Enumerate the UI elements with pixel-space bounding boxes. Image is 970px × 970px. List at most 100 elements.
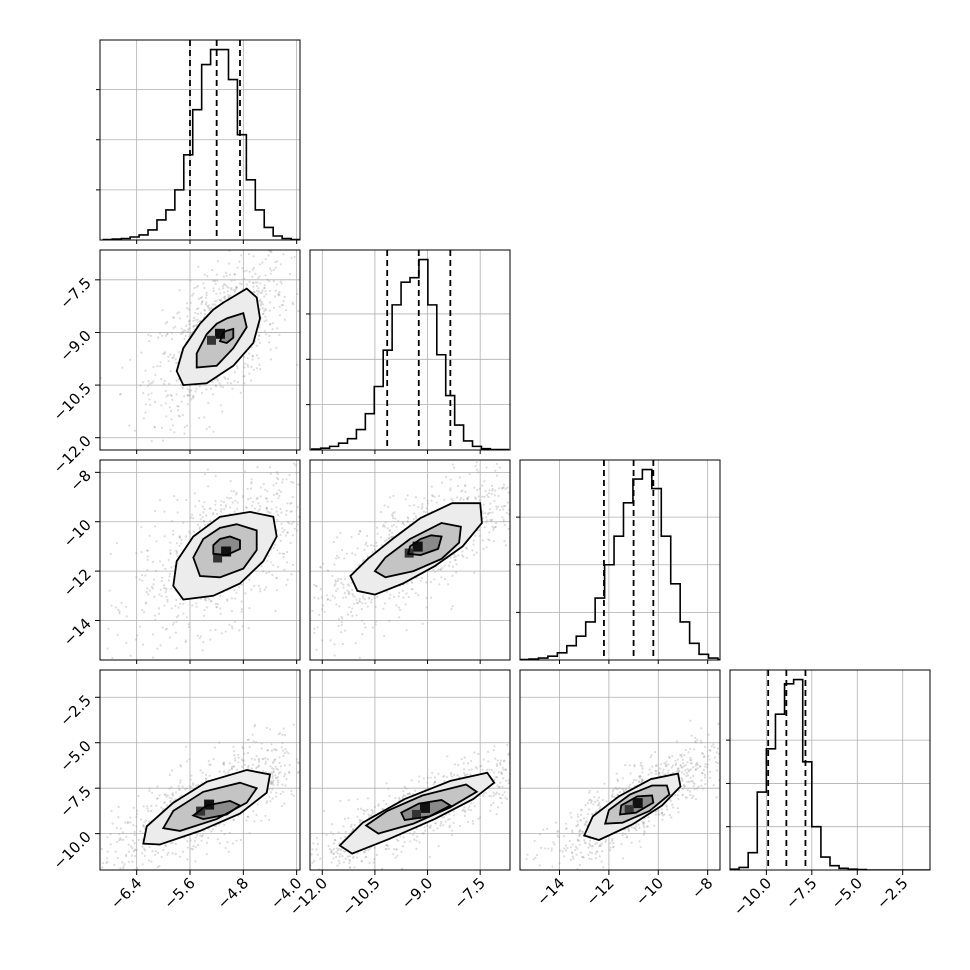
- scatter-point: [170, 786, 173, 789]
- histogram-frame: [309, 249, 511, 451]
- scatter-point: [293, 255, 296, 259]
- scatter-point: [276, 327, 279, 330]
- scatter-point: [208, 307, 211, 310]
- scatter-point: [358, 529, 362, 533]
- scatter-point: [242, 759, 245, 763]
- scatter-point: [512, 497, 514, 499]
- scatter-point: [178, 536, 181, 539]
- scatter-point: [202, 520, 205, 523]
- scatter-point: [363, 598, 366, 601]
- scatter-point: [196, 834, 199, 837]
- scatter-point: [533, 470, 535, 472]
- scatter-point: [592, 708, 594, 710]
- scatter-point: [233, 750, 236, 753]
- scatter-point: [333, 839, 337, 842]
- scatter-point: [571, 852, 574, 855]
- scatter-point: [144, 849, 147, 852]
- scatter-point: [219, 299, 222, 302]
- scatter-point: [500, 771, 503, 774]
- scatter-point: [388, 597, 391, 600]
- scatter-point: [574, 848, 577, 852]
- scatter-point: [494, 469, 497, 472]
- scatter-point: [163, 379, 166, 382]
- scatter-point: [125, 641, 128, 645]
- contour-level-2: [400, 799, 453, 821]
- scatter-point: [362, 596, 365, 599]
- scatter-point: [233, 620, 236, 624]
- histogram-panel-1: [306, 249, 511, 451]
- scatter-point: [208, 308, 211, 311]
- scatter-point: [333, 884, 335, 886]
- scatter-point: [326, 597, 329, 601]
- scatter-point: [211, 381, 214, 384]
- scatter-point: [315, 836, 318, 840]
- scatter-point: [468, 768, 471, 771]
- scatter-point: [307, 508, 309, 510]
- scatter-point: [244, 362, 247, 365]
- scatter-point: [364, 849, 367, 852]
- scatter-point: [268, 341, 271, 344]
- scatter-point: [462, 808, 465, 811]
- scatter-point: [261, 870, 263, 872]
- scatter-point: [481, 495, 484, 498]
- scatter-point: [133, 849, 136, 852]
- scatter-point: [452, 466, 456, 469]
- scatter-point: [406, 520, 409, 523]
- scatter-point: [374, 605, 377, 609]
- scatter-point: [140, 526, 143, 529]
- scatter-point: [230, 490, 233, 493]
- scatter-point: [390, 536, 393, 539]
- scatter-point: [302, 254, 304, 256]
- scatter-point: [426, 786, 429, 789]
- scatter-point: [358, 599, 361, 603]
- scatter-point: [167, 355, 170, 358]
- scatter-point: [241, 241, 243, 243]
- scatter-point: [333, 563, 336, 566]
- scatter-point: [123, 863, 126, 866]
- scatter-point: [305, 526, 307, 528]
- scatter-point: [174, 631, 177, 634]
- scatter-point: [707, 733, 710, 736]
- scatter-point: [284, 534, 287, 537]
- scatter-point: [494, 489, 497, 492]
- scatter-point: [132, 824, 135, 827]
- scatter-point: [274, 266, 277, 269]
- scatter-point: [206, 275, 209, 278]
- pair-frame: [99, 669, 301, 871]
- scatter-point: [245, 283, 248, 286]
- scatter-point: [206, 468, 209, 471]
- scatter-point: [247, 764, 250, 767]
- scatter-point: [301, 274, 303, 276]
- scatter-point: [482, 792, 485, 795]
- scatter-point: [257, 244, 259, 246]
- scatter-point: [460, 758, 463, 761]
- scatter-point: [134, 638, 137, 641]
- scatter-point: [256, 284, 259, 287]
- scatter-point: [361, 560, 364, 563]
- scatter-point: [496, 784, 499, 787]
- scatter-point: [164, 334, 167, 337]
- scatter-point: [338, 842, 341, 845]
- scatter-point: [588, 711, 590, 713]
- scatter-point: [119, 392, 122, 395]
- histogram-frame: [99, 39, 301, 241]
- scatter-point: [467, 762, 470, 765]
- scatter-point: [424, 511, 427, 514]
- scatter-point: [150, 392, 153, 395]
- scatter-point: [404, 498, 407, 501]
- scatter-point: [235, 768, 238, 771]
- scatter-point: [124, 605, 127, 608]
- histogram-line: [102, 48, 300, 240]
- scatter-point: [512, 536, 514, 538]
- scatter-point: [359, 530, 362, 533]
- scatter-point: [151, 850, 154, 853]
- scatter-point: [207, 836, 210, 840]
- scatter-point: [192, 395, 195, 398]
- scatter-point: [327, 570, 330, 573]
- scatter-point: [702, 769, 706, 772]
- scatter-point: [547, 493, 549, 495]
- scatter-point: [434, 780, 437, 784]
- scatter-point: [108, 589, 111, 592]
- scatter-point: [161, 576, 164, 579]
- scatter-point: [505, 862, 507, 864]
